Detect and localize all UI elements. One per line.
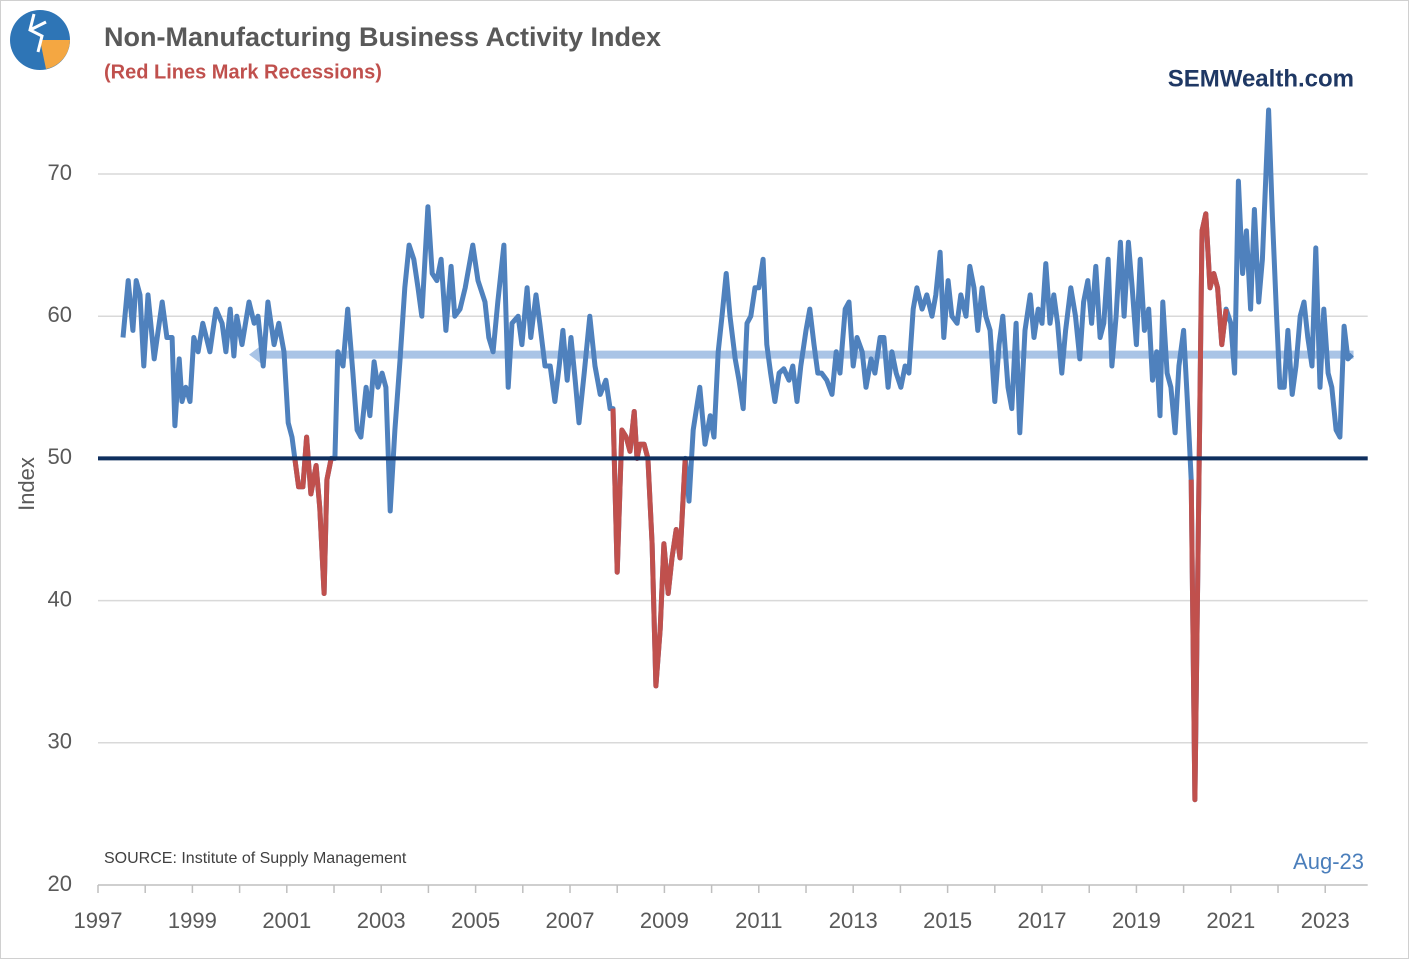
x-tick-label: 2011	[735, 908, 782, 933]
data-line	[120, 107, 1354, 803]
x-tick-label: 2001	[262, 908, 311, 933]
chart-subtitle: (Red Lines Mark Recessions)	[104, 61, 382, 83]
y-tick-label: 20	[48, 871, 72, 896]
data-line	[292, 434, 334, 596]
date-label: Aug-23	[1293, 849, 1364, 874]
average-arrow-head	[249, 345, 262, 364]
data-line	[1188, 211, 1229, 803]
x-tick-label: 2005	[451, 908, 500, 933]
x-tick-label: 2009	[640, 908, 689, 933]
x-tick-label: 2007	[546, 908, 595, 933]
logo	[10, 10, 70, 70]
y-tick-label: 40	[48, 586, 72, 611]
x-tick-label: 2015	[923, 908, 972, 933]
x-tick-label: 1999	[168, 908, 217, 933]
x-tick-label: 2023	[1301, 908, 1350, 933]
y-tick-label: 70	[48, 160, 72, 185]
x-tick-label: 2013	[829, 908, 878, 933]
source-note: SOURCE: Institute of Supply Management	[104, 850, 407, 867]
y-tick-label: 30	[48, 729, 72, 754]
x-tick-label: 2019	[1112, 908, 1161, 933]
brand: SEMWealth.com	[1168, 65, 1354, 92]
x-tick-label: 2003	[357, 908, 406, 933]
y-tick-label: 50	[48, 444, 72, 469]
x-tick-label: 2017	[1018, 908, 1067, 933]
y-axis-title: Index	[14, 457, 39, 511]
chart-title: Non-Manufacturing Business Activity Inde…	[104, 22, 661, 52]
x-tick-label: 2021	[1206, 908, 1255, 933]
x-tick-label: 1997	[74, 908, 123, 933]
y-tick-label: 60	[48, 302, 72, 327]
